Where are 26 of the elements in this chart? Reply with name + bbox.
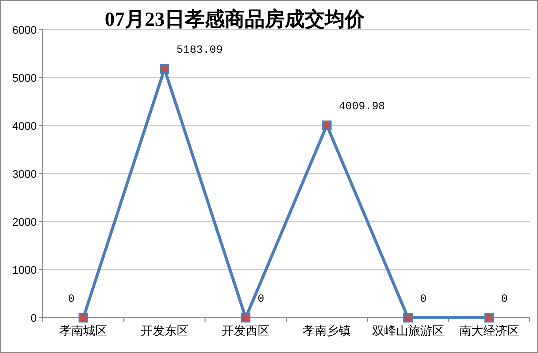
point xyxy=(160,64,170,74)
x-tick-label: 孝南城区 xyxy=(60,324,108,338)
x-tick-label: 南大经济区 xyxy=(459,324,520,338)
data-label: 0 xyxy=(501,294,508,306)
data-label: 4009.98 xyxy=(339,102,386,114)
point xyxy=(404,313,413,323)
y-tick-label: 1000 xyxy=(12,265,37,277)
x-tick-label: 开发东区 xyxy=(140,324,189,338)
y-tick-label: 0 xyxy=(30,313,37,325)
x-tick-label: 开发西区 xyxy=(222,324,270,338)
x-tick-label: 双峰山旅游区 xyxy=(372,324,444,338)
data-label: 0 xyxy=(68,294,75,306)
y-tick-label: 5000 xyxy=(12,73,37,85)
data-label: 5183.09 xyxy=(176,45,223,58)
point xyxy=(322,120,332,130)
point xyxy=(484,313,494,323)
point xyxy=(78,313,88,323)
point xyxy=(241,313,251,323)
y-tick-label: 2000 xyxy=(12,217,37,229)
y-tick-label: 4000 xyxy=(12,121,37,133)
y-tick-label: 6000 xyxy=(12,25,37,37)
data-label: 0 xyxy=(420,294,427,306)
x-tick-label: 孝南乡镇 xyxy=(303,324,352,338)
chart-title: 07月23日孝感商品房成交均价 xyxy=(105,8,366,31)
data-label: 0 xyxy=(258,294,265,306)
y-tick-label: 3000 xyxy=(12,169,37,181)
